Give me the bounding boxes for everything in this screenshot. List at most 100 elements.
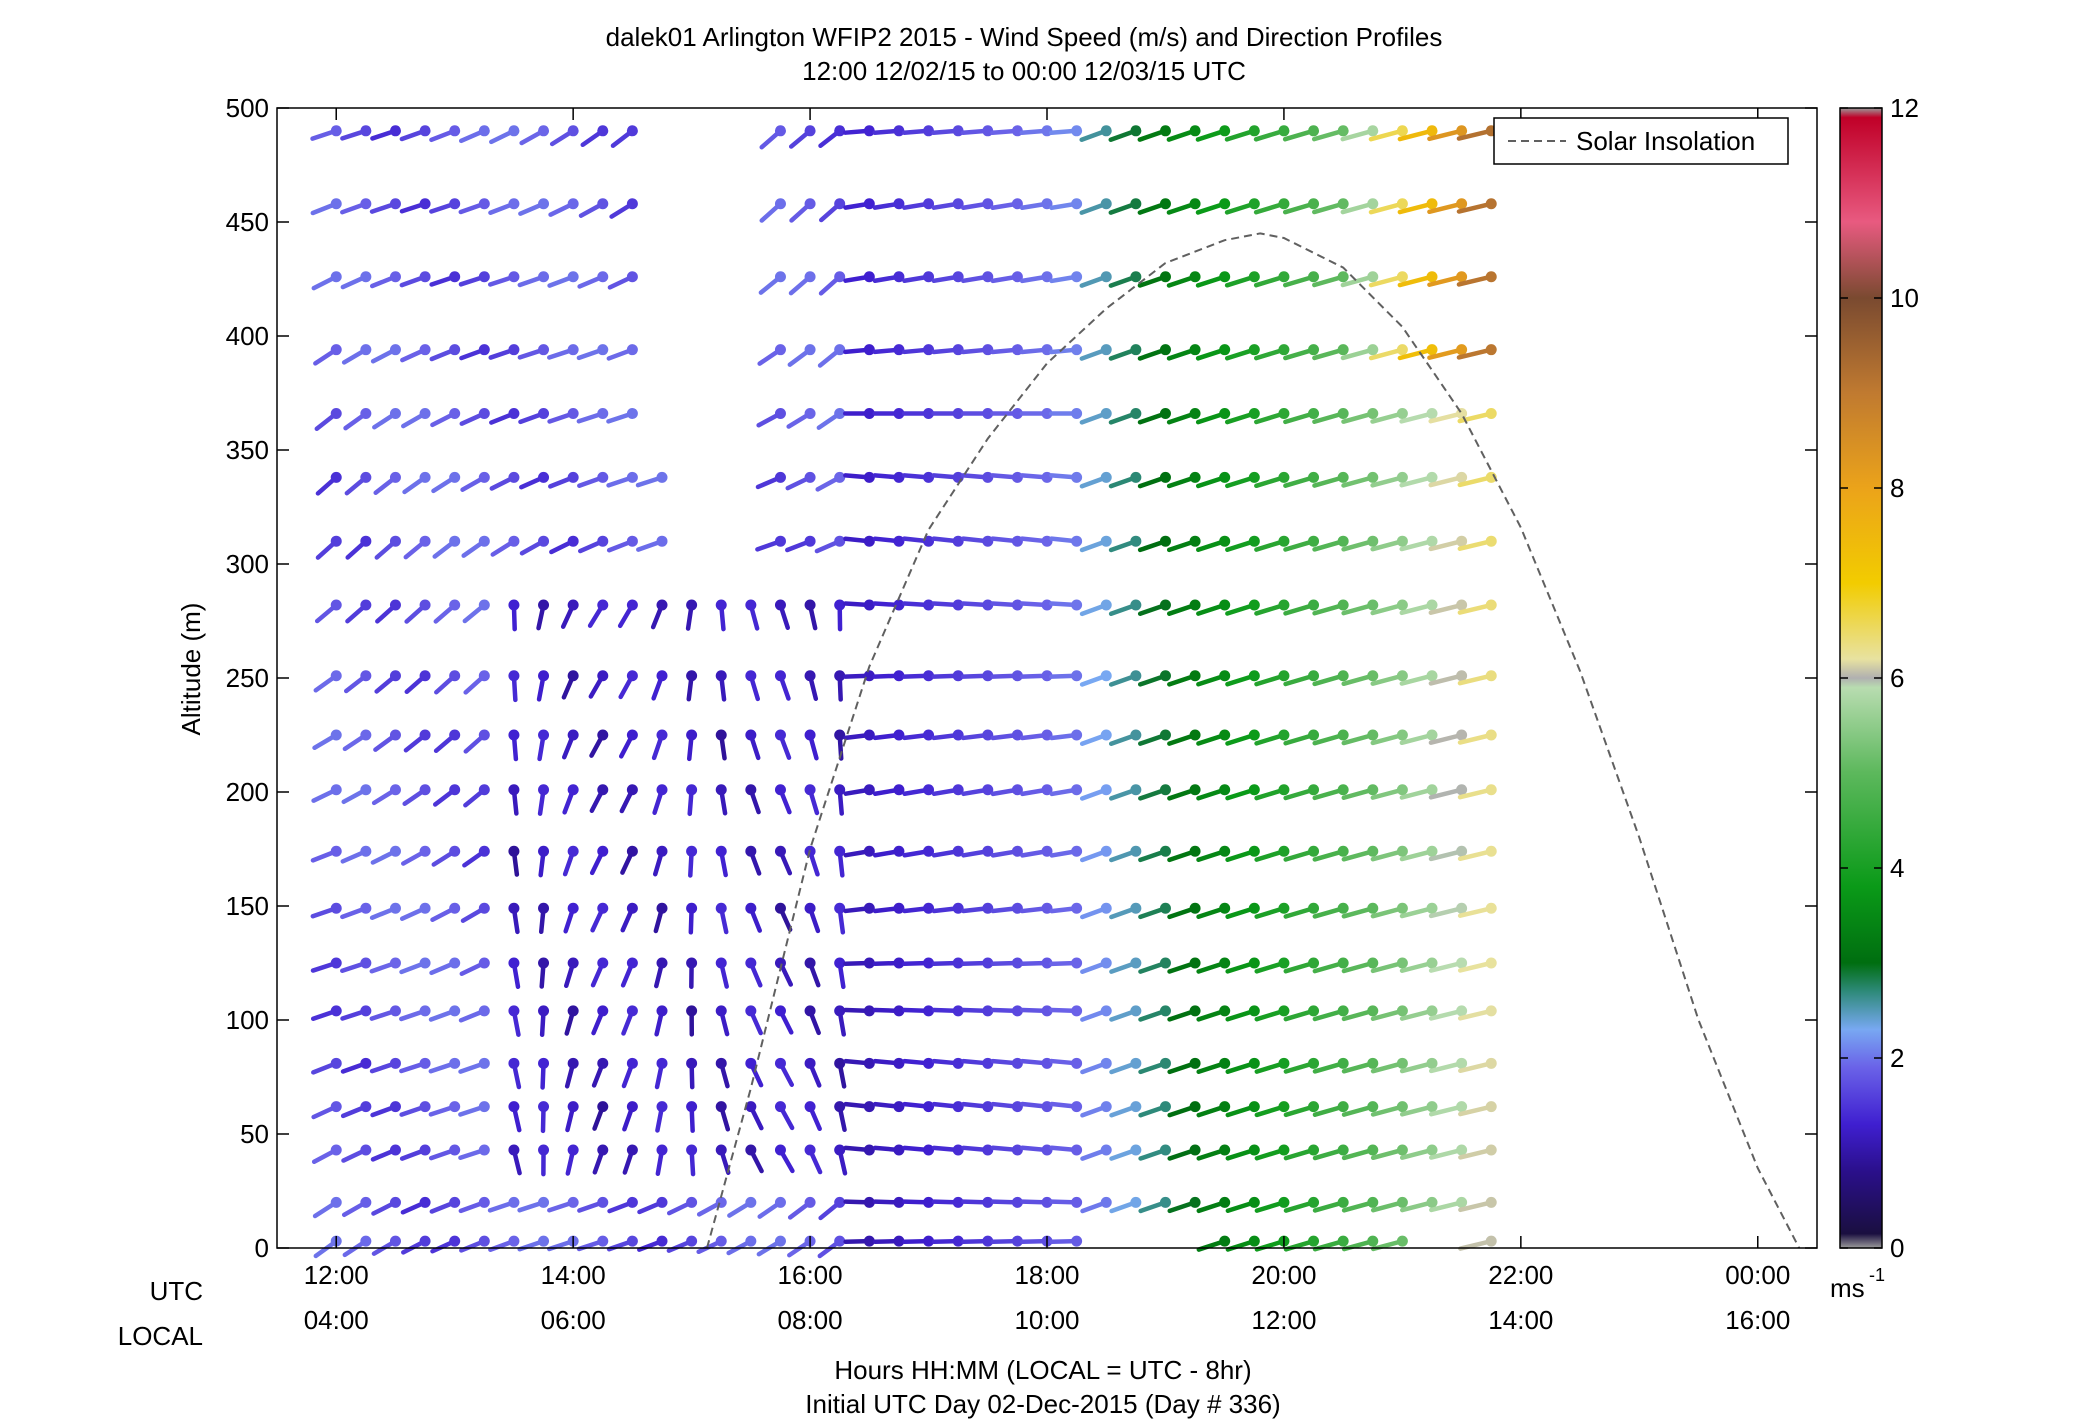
wind-barb-dot [626,729,638,741]
wind-barb-dot [1041,1005,1053,1017]
wind-barb-dot [567,845,579,857]
wind-barb-dot [1396,1005,1408,1017]
wind-barb-dot [893,845,905,857]
axes: 0 50 100 150 200 250 300 350 400 450 500 12:00 04:00… [226,93,1818,1335]
wind-barb-dot [1367,198,1379,210]
wind-barb-dot [508,1057,520,1069]
wind-barb-dot [952,271,964,283]
wind-barb-dot [1189,957,1201,969]
wind-barb-dot [1041,271,1053,283]
wind-barb-dot [863,1196,875,1208]
wind-barb-dot [686,902,698,914]
wind-barb-dot [419,957,431,969]
wind-barb-dot [1367,729,1379,741]
wind-barb-dot [478,471,490,483]
wind-barb-dot [1071,845,1083,857]
wind-barb-dot [863,902,875,914]
wind-barb-dot [626,471,638,483]
wind-barb-dot [923,670,935,682]
wind-barb-dot [1485,1235,1497,1247]
wind-barb-shaft [1427,274,1464,288]
wind-barb-dot [419,729,431,741]
wind-barb-dot [597,599,609,611]
wind-barb-dot [1396,271,1408,283]
solar-insolation-curve [706,232,1801,1249]
wind-barb-dot [1396,902,1408,914]
wind-barb-dot [1100,784,1112,796]
wind-barb-dot [982,271,994,283]
wind-barb-dot [1426,471,1438,483]
x-tick-label-utc: 16:00 [778,1260,843,1290]
wind-barb-dot [893,784,905,796]
wind-barb-dot [1485,198,1497,210]
wind-barb-dot [1189,1101,1201,1113]
wind-barb-dot [1485,1196,1497,1208]
wind-barb-dot [745,957,757,969]
wind-barb-dot [597,1144,609,1156]
wind-barb-dot [1367,344,1379,356]
wind-barb-dot [982,957,994,969]
colorbar-tick-label: 2 [1890,1043,1904,1073]
wind-barb-dot [834,1101,846,1113]
wind-barb-dot [1159,198,1171,210]
wind-barb-dot [449,1144,461,1156]
wind-barb-dot [449,198,461,210]
wind-barb-dot [419,198,431,210]
wind-barb-dot [1011,1235,1023,1247]
wind-barb-dot [508,125,520,137]
wind-barb-dot [567,670,579,682]
wind-barb-dot [1011,784,1023,796]
wind-barb-dot [567,599,579,611]
wind-barb-dot [1159,408,1171,420]
local-row-label: LOCAL [118,1321,203,1351]
wind-barb-dot [1308,1101,1320,1113]
colorbar-tick-label: 0 [1890,1233,1904,1263]
wind-barb-dot [863,198,875,210]
wind-barb-dot [1396,344,1408,356]
wind-barb-dot [1100,535,1112,547]
wind-barb-shaft [1456,274,1494,287]
wind-barb-dot [893,1196,905,1208]
wind-barb-dot [1278,198,1290,210]
wind-barb-dot [923,1101,935,1113]
wind-barb-dot [834,1144,846,1156]
wind-barb-dot [1130,1101,1142,1113]
wind-barb-dot [1485,271,1497,283]
colorbar-tick-label: 12 [1890,93,1919,123]
wind-barb-dot [508,1235,520,1247]
wind-barb-dot [686,729,698,741]
wind-barb-dot [419,670,431,682]
wind-barb-dot [478,1196,490,1208]
wind-barb-dot [419,535,431,547]
wind-barb-dot [1367,408,1379,420]
wind-barb-dot [1248,1005,1260,1017]
wind-barb-dot [478,670,490,682]
wind-barb-dot [1426,1057,1438,1069]
wind-barb-dot [1248,784,1260,796]
wind-barb-dot [893,1235,905,1247]
wind-barb-dot [1071,271,1083,283]
wind-barb-dot [1485,344,1497,356]
wind-barb-dot [1159,1057,1171,1069]
x-tick-label-local: 04:00 [304,1305,369,1335]
wind-barb-dot [1337,344,1349,356]
wind-barb-dot [538,471,550,483]
wind-barb-dot [1278,471,1290,483]
wind-barb-dot [1011,845,1023,857]
wind-barb-dot [1071,1235,1083,1247]
wind-barb-dot [923,1235,935,1247]
wind-barb-dot [1189,599,1201,611]
wind-barb-dot [597,957,609,969]
wind-barb-dot [538,670,550,682]
wind-barb-dot [1367,1101,1379,1113]
wind-barb-dot [360,1235,372,1247]
wind-barb-dot [1100,599,1112,611]
wind-barb-dot [1130,125,1142,137]
wind-barb-dot [626,599,638,611]
wind-barb-dot [1071,1005,1083,1017]
wind-barb-dot [1337,845,1349,857]
wind-barb-dot [686,599,698,611]
wind-barb-dot [1130,1196,1142,1208]
wind-barb-dot [1100,670,1112,682]
